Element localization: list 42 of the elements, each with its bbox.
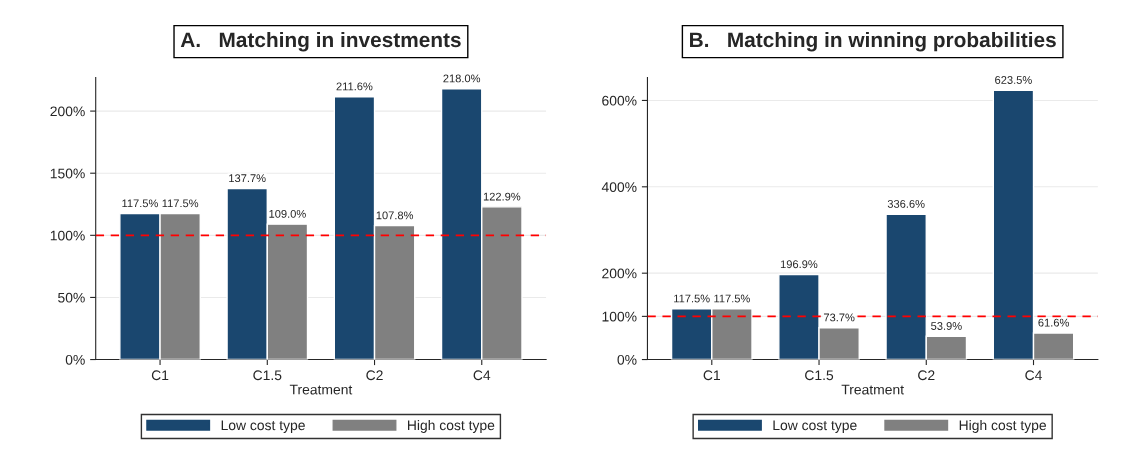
data-label: 623.5%: [995, 76, 1032, 84]
x-tick-label: C1.5: [805, 370, 834, 381]
data-label: 218.0%: [443, 74, 481, 83]
legend-label: Low cost type: [773, 420, 857, 433]
x-tick-label: C2: [366, 370, 383, 381]
chart-title: A. Matching in investments: [180, 31, 461, 52]
y-tick-label: 200%: [50, 106, 85, 117]
legend-label: High cost type: [959, 419, 1046, 433]
y-tick-label: 50%: [58, 292, 85, 303]
data-label: 109.0%: [269, 209, 306, 218]
data-label: 137.7%: [229, 174, 266, 183]
legend-label: Low cost type: [221, 420, 305, 433]
data-label: 117.5%: [674, 294, 710, 303]
data-label: 196.9%: [780, 260, 818, 269]
data-label: 107.8%: [376, 211, 414, 220]
y-tick-label: 100%: [50, 230, 85, 241]
data-label: 73.7%: [823, 313, 855, 322]
x-tick-label: C1.5: [253, 370, 282, 381]
data-label: 211.6%: [336, 82, 373, 91]
x-tick-label: C4: [473, 370, 491, 381]
y-tick-label: 0%: [617, 354, 637, 365]
data-label: 122.9%: [483, 192, 521, 201]
x-tick-label: C4: [1025, 370, 1042, 381]
x-tick-label: C2: [918, 370, 935, 381]
chart-title: B. Matching in winning probabilities: [690, 31, 1056, 52]
x-axis-title: Treatment: [841, 384, 904, 395]
y-tick-label: 100%: [602, 311, 637, 322]
x-tick-label: C1: [703, 370, 720, 381]
data-label: 117.5%: [122, 199, 158, 208]
data-label: 117.5%: [714, 294, 750, 303]
y-tick-label: 200%: [602, 268, 637, 279]
data-label: 336.6%: [887, 199, 925, 208]
y-tick-label: 600%: [602, 95, 637, 106]
data-label: 117.5%: [162, 199, 199, 208]
y-tick-label: 400%: [601, 182, 637, 192]
data-label: 61.6%: [1038, 318, 1069, 327]
x-axis-title: Treatment: [289, 384, 353, 395]
x-tick-label: C1: [151, 370, 169, 381]
y-tick-label: 150%: [50, 168, 85, 179]
y-tick-label: 0%: [65, 354, 85, 365]
legend-label: High cost type: [408, 419, 495, 433]
data-label: 53.9%: [931, 322, 962, 330]
